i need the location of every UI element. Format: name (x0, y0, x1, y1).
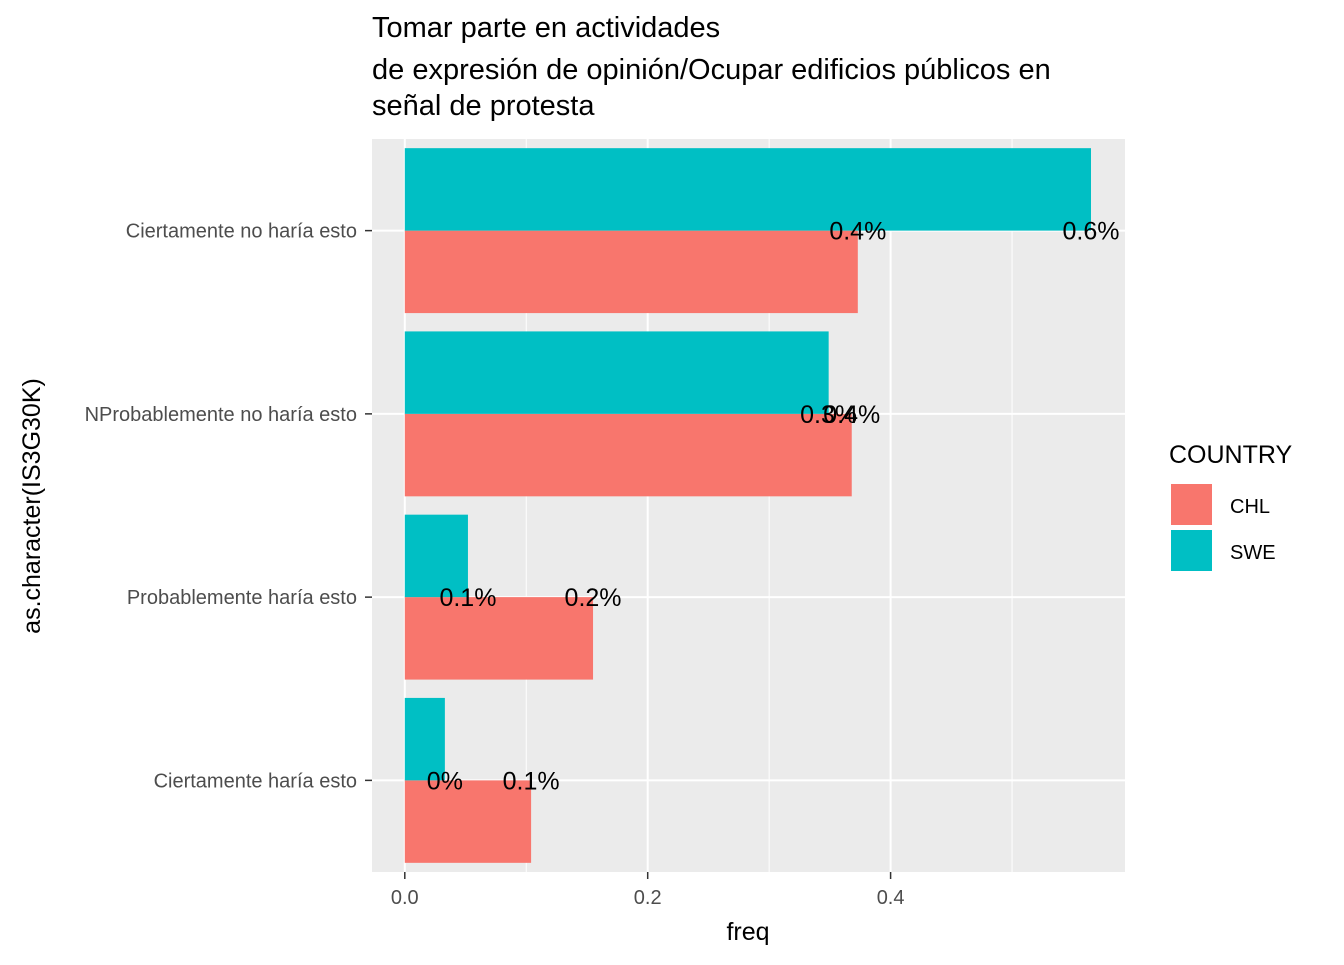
data-label-5: 0.2% (565, 584, 622, 612)
data-labels: 0.4% 0.6%0.3%0.4%0.1% 0.2%0% 0.1% (427, 218, 1120, 796)
data-label-4: 0.1% (439, 584, 496, 612)
data-label-3: 0.4% (823, 401, 880, 429)
y-axis: Ciertamente no haría esto NProbablemente … (85, 221, 372, 792)
chart-title-line-1: Tomar parte en actividades (372, 12, 720, 44)
x-axis: 0.0 0.2 0.4 (391, 872, 905, 909)
x-tick-label: 0.4 (877, 887, 905, 909)
bar-swe-1 (404, 331, 829, 414)
x-tick-label: 0.2 (634, 887, 662, 909)
chart-title-line-2: de expresión de opinión/Ocupar edificios… (372, 54, 1051, 86)
data-label-0: 0.4% (829, 218, 886, 246)
data-label-6: 0% (427, 767, 463, 795)
bar-chl-2 (404, 597, 594, 680)
bars (404, 148, 1091, 863)
chart-title-line-3: señal de protesta (372, 90, 595, 122)
legend-label-swe: SWE (1230, 542, 1276, 564)
bar-swe-3 (404, 697, 445, 781)
y-tick-label: NProbablemente no haría esto (85, 404, 357, 426)
legend-key-chl (1169, 482, 1214, 527)
y-tick-label: Probablemente haría esto (127, 587, 357, 609)
y-tick-label: Ciertamente no haría esto (126, 221, 357, 243)
bar-chl-3 (404, 780, 532, 863)
y-axis-title: as.character(IS3G30K) (18, 378, 46, 634)
y-tick-label: Ciertamente haría esto (154, 770, 357, 792)
x-axis-title: freq (726, 918, 769, 946)
data-label-1: 0.6% (1063, 218, 1120, 246)
chart-title: Tomar parte en actividades de expresión … (372, 12, 1051, 122)
bar-swe-2 (404, 514, 468, 598)
x-tick-label: 0.0 (391, 887, 419, 909)
legend-title: COUNTRY (1169, 441, 1292, 469)
legend-label-chl: CHL (1230, 496, 1270, 518)
data-label-7: 0.1% (503, 767, 560, 795)
bar-chl-1 (404, 413, 852, 497)
legend: COUNTRY CHL SWE (1169, 441, 1292, 573)
bar-swe-0 (404, 148, 1091, 231)
bar-chl-0 (404, 230, 858, 314)
legend-key-swe (1169, 528, 1214, 573)
data-label-2: 0.3% (800, 401, 857, 429)
